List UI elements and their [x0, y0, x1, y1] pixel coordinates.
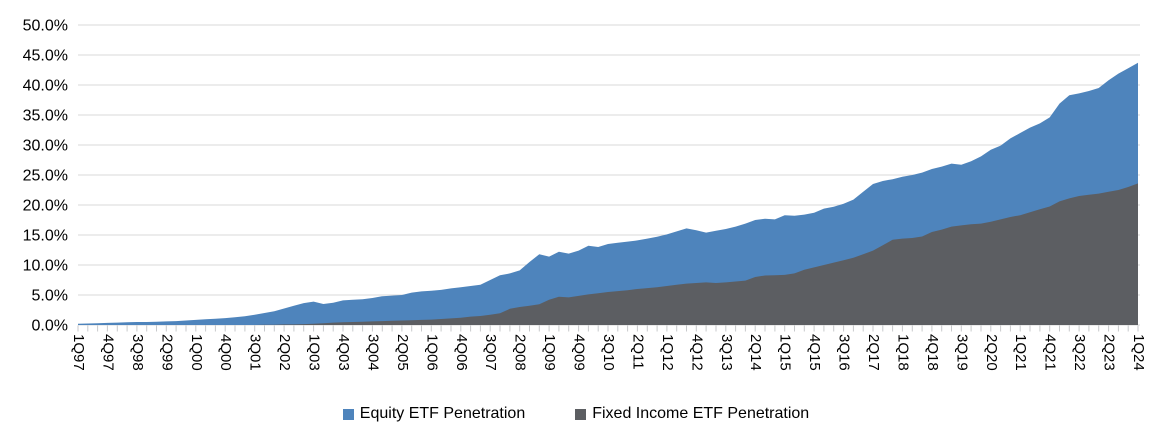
- legend-swatch-equity-icon: [342, 408, 354, 420]
- x-axis-tick-label: 2Q02: [276, 334, 293, 371]
- y-axis-tick-label: 40.0%: [23, 78, 68, 95]
- x-axis-tick-label: 1Q12: [659, 334, 676, 371]
- y-axis-tick-label: 35.0%: [23, 108, 68, 125]
- x-axis-tick-label: 2Q14: [747, 334, 764, 371]
- x-axis-tick-label: 4Q06: [453, 334, 470, 371]
- x-axis-tick-label: 1Q21: [1012, 334, 1029, 371]
- x-axis-tick-label: 4Q03: [335, 334, 352, 371]
- x-axis-tick-label: 1Q97: [70, 334, 87, 371]
- legend-swatch-fixed-income-icon: [575, 408, 587, 420]
- x-axis-tick-label: 3Q07: [482, 334, 499, 371]
- x-axis-tick-label: 3Q22: [1071, 334, 1088, 371]
- legend-item-fixed-income: Fixed Income ETF Penetration: [575, 406, 809, 422]
- y-axis-tick-label: 10.0%: [23, 258, 68, 275]
- chart-legend: Equity ETF Penetration Fixed Income ETF …: [0, 402, 1152, 426]
- y-axis-tick-label: 50.0%: [23, 18, 68, 35]
- x-axis-tick-label: 1Q18: [894, 334, 911, 371]
- x-axis-tick-label: 2Q08: [512, 334, 529, 371]
- x-axis-tick-label: 1Q06: [423, 334, 440, 371]
- x-axis-tick-label: 4Q15: [806, 334, 823, 371]
- x-axis-tick-label: 3Q16: [836, 334, 853, 371]
- x-axis-tick-label: 4Q97: [99, 334, 116, 371]
- x-axis-tick-label: 2Q17: [865, 334, 882, 371]
- x-axis-tick-label: 2Q99: [158, 334, 175, 371]
- x-axis-tick-label: 2Q11: [629, 334, 646, 370]
- x-axis-tick-label: 2Q23: [1101, 334, 1118, 371]
- x-axis-tick-label: 1Q09: [541, 334, 558, 371]
- x-axis-tick-label: 2Q20: [983, 334, 1000, 371]
- x-axis-tick-label: 3Q19: [953, 334, 970, 371]
- x-axis-tick-label: 3Q10: [600, 334, 617, 371]
- legend-item-equity: Equity ETF Penetration: [342, 405, 526, 422]
- y-axis-tick-label: 5.0%: [32, 288, 68, 305]
- y-axis-tick-label: 45.0%: [23, 48, 68, 65]
- x-axis-tick-label: 1Q15: [777, 334, 794, 371]
- x-axis-tick-label: 4Q12: [688, 334, 705, 371]
- x-axis-tick-label: 1Q24: [1130, 334, 1147, 371]
- x-axis-tick-label: 4Q18: [924, 334, 941, 371]
- y-axis-tick-label: 15.0%: [23, 228, 68, 245]
- x-axis-tick-label: 1Q00: [188, 334, 205, 371]
- x-axis-tick-label: 4Q21: [1042, 334, 1059, 371]
- x-axis-tick-label: 2Q05: [394, 334, 411, 371]
- x-axis-tick-label: 4Q00: [217, 334, 234, 371]
- y-axis-tick-label: 0.0%: [32, 318, 68, 335]
- x-axis-tick-label: 1Q03: [306, 334, 323, 371]
- y-axis-tick-label: 30.0%: [23, 138, 68, 155]
- chart-plot-area: 50.0% 45.0% 40.0% 35.0% 30.0% 25.0% 20.0% 15.0%…: [23, 18, 1147, 371]
- legend-label-fixed-income: Fixed Income ETF Penetration: [592, 405, 810, 422]
- x-axis-tick-label: 3Q13: [718, 334, 735, 371]
- fixed-income-area-series: [78, 183, 1138, 325]
- x-axis-tick-label: 4Q09: [571, 334, 588, 371]
- y-axis-tick-label: 20.0%: [23, 198, 68, 215]
- y-axis-tick-label: 25.0%: [23, 168, 68, 185]
- x-axis-tick-label: 3Q98: [129, 334, 146, 371]
- x-axis-tick-label: 3Q04: [364, 334, 381, 371]
- legend-label-equity: Equity ETF Penetration: [359, 405, 526, 422]
- x-axis-tick-label: 3Q01: [247, 334, 264, 371]
